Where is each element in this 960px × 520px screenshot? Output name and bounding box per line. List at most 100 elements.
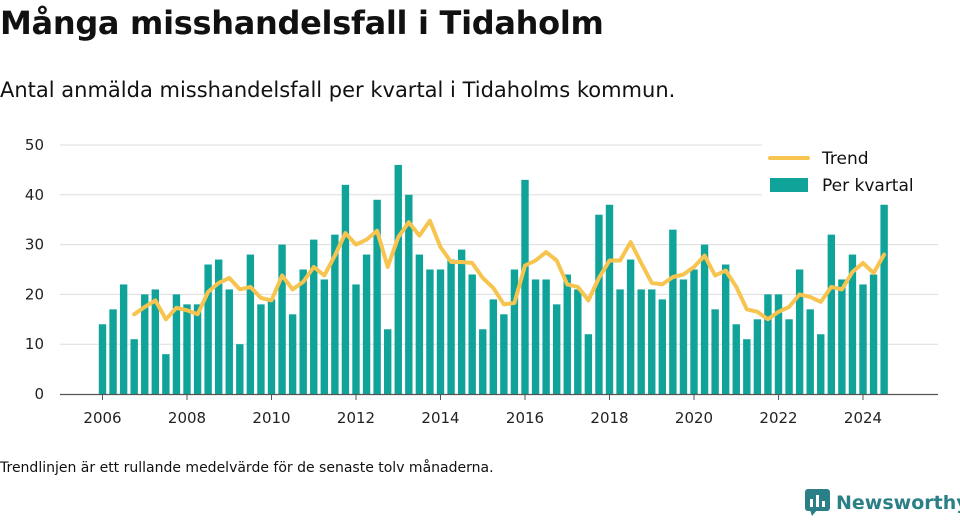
bar	[468, 274, 476, 394]
bar	[605, 204, 614, 394]
bar	[616, 289, 624, 394]
newsworthy-logo: Newsworthy	[805, 489, 960, 517]
bar-series	[98, 164, 888, 394]
bar	[658, 299, 667, 394]
x-tick-label: 2024	[844, 409, 882, 427]
bar	[479, 329, 487, 394]
chart-subtitle: Antal anmälda misshandelsfall per kvarta…	[0, 78, 676, 102]
x-tick-label: 2018	[590, 409, 628, 427]
bar	[373, 199, 381, 394]
bar	[531, 279, 540, 394]
bar	[109, 309, 117, 394]
bar	[426, 269, 434, 394]
bar	[193, 304, 202, 394]
bar	[669, 229, 677, 394]
bar	[320, 279, 329, 394]
bar	[764, 294, 772, 394]
bar	[331, 234, 339, 394]
bar	[246, 254, 255, 394]
trend-line	[132, 218, 887, 322]
bar	[162, 354, 170, 394]
bar	[732, 324, 740, 394]
bar	[743, 339, 751, 394]
bar	[405, 194, 413, 394]
bar	[214, 259, 223, 394]
bar	[447, 259, 455, 394]
bar	[278, 244, 286, 394]
bar	[204, 264, 212, 394]
x-tick-label: 2010	[252, 409, 290, 427]
x-axis-ticks: 2006 2008 2010 2012 2014 2016 2018 2020 2022 2024	[83, 394, 882, 427]
bar	[785, 319, 793, 394]
bar	[288, 314, 297, 394]
bar	[806, 309, 814, 394]
bar	[817, 334, 825, 394]
chart-title: Många misshandelsfall i Tidaholm	[0, 4, 604, 42]
bar	[700, 244, 709, 394]
y-tick-label: 10	[25, 335, 44, 353]
bar	[352, 284, 360, 394]
bar	[869, 274, 878, 394]
bar	[880, 204, 888, 394]
y-tick-label: 20	[25, 285, 44, 303]
x-tick-label: 2012	[337, 409, 375, 427]
x-tick-label: 2006	[83, 409, 121, 427]
bar	[595, 214, 603, 394]
y-tick-label: 0	[34, 385, 44, 403]
bar	[457, 249, 466, 394]
x-tick-label: 2008	[168, 409, 206, 427]
bar	[859, 284, 867, 394]
y-axis-ticks: 0 10 20 30 40 50	[25, 136, 44, 403]
bar-chart: 0 10 20 30 40 50 2006 2008 2010 2012 2014 2016 2018…	[25, 136, 938, 427]
bar	[637, 289, 645, 394]
bar	[299, 269, 307, 394]
bar	[574, 289, 582, 394]
y-tick-label: 50	[25, 136, 44, 154]
bar	[236, 344, 244, 394]
bar	[753, 319, 762, 394]
bar	[795, 269, 804, 394]
bar	[383, 329, 392, 394]
newsworthy-logo-icon	[805, 489, 830, 516]
x-tick-label: 2016	[506, 409, 544, 427]
legend-trend-label: Trend	[821, 149, 869, 169]
bar	[721, 264, 730, 394]
bar	[141, 294, 149, 394]
bar	[119, 284, 128, 394]
x-tick-label: 2020	[675, 409, 713, 427]
legend-bar-label: Per kvartal	[822, 176, 914, 196]
bar	[563, 274, 571, 394]
bar	[130, 339, 138, 394]
bar	[436, 269, 445, 394]
legend-bar-swatch	[770, 178, 808, 192]
x-tick-label: 2014	[421, 409, 459, 427]
bar	[225, 289, 233, 394]
bar	[679, 279, 688, 394]
bar	[552, 304, 561, 394]
x-tick-label: 2022	[759, 409, 797, 427]
y-tick-label: 40	[25, 186, 44, 204]
footnote: Trendlinjen är ett rullande medelvärde f…	[0, 460, 494, 476]
bar	[267, 299, 276, 394]
bar	[394, 164, 402, 394]
bar	[172, 294, 181, 394]
bar	[183, 304, 191, 394]
bar	[415, 254, 424, 394]
bar	[774, 294, 783, 394]
bar	[98, 324, 107, 394]
bar	[151, 289, 160, 394]
legend: Trend Per kvartal	[762, 141, 938, 199]
bar	[848, 254, 857, 394]
bar	[711, 309, 719, 394]
bar	[648, 289, 656, 394]
bar	[257, 304, 265, 394]
bar	[310, 239, 318, 394]
bar	[341, 184, 350, 394]
bar	[542, 279, 550, 394]
y-tick-label: 30	[25, 236, 44, 254]
bar	[690, 269, 698, 394]
bar	[521, 179, 529, 394]
bar	[626, 259, 635, 394]
bar	[584, 334, 593, 394]
bar	[500, 314, 508, 394]
